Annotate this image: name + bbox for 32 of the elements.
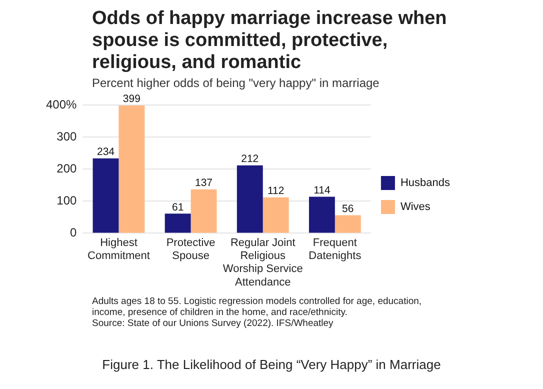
bar (308, 196, 335, 233)
x-tick-label: Highest Commitment (88, 236, 150, 262)
bar (190, 189, 217, 233)
y-tick-label: 0 (70, 226, 78, 240)
x-tick-label: Frequent Datenights (308, 236, 362, 262)
bar (164, 214, 191, 233)
data-label: 399 (122, 93, 141, 106)
x-tick-label: Protective Spouse (166, 236, 216, 262)
y-tick-label: 200 (56, 162, 78, 176)
data-label: 114 (314, 184, 330, 196)
text: Adults ages 18 to 55. Logistic regression models controlled for age, education, income, presence of children in the home, and race/ethnicity. (92, 296, 422, 318)
y-tick-label: 400% (46, 98, 78, 112)
legend-label: Husbands (400, 177, 450, 190)
chart-title: Odds of happy marriage increase when spouse is committed, protective, religious, and romantic (92, 8, 448, 74)
bar (92, 158, 119, 233)
bar (334, 215, 361, 233)
data-label: 61 (172, 201, 184, 214)
data-label: 112 (267, 185, 284, 197)
data-label: 234 (96, 146, 115, 158)
data-label: 137 (195, 177, 213, 189)
caption: Figure 1. The Likelihood of Being “Very Happy” in Marriage (101, 357, 442, 372)
x-tick-label: Regular Joint Religious Worship Service Attendance (222, 236, 303, 288)
bar (262, 197, 289, 233)
y-tick-label: 100 (56, 194, 78, 208)
data-label: 212 (241, 153, 259, 165)
legend-label: Wives (400, 201, 431, 214)
chart-subtitle: Percent higher odds of being "very happy" in marriage (92, 76, 380, 90)
data-label: 56 (342, 202, 354, 215)
source-note: Source: State of our Unions Survey (2022). IFS/Wheatley (92, 318, 334, 329)
y-tick-label: 300 (56, 130, 78, 144)
bar (118, 106, 145, 233)
bar (236, 165, 263, 233)
